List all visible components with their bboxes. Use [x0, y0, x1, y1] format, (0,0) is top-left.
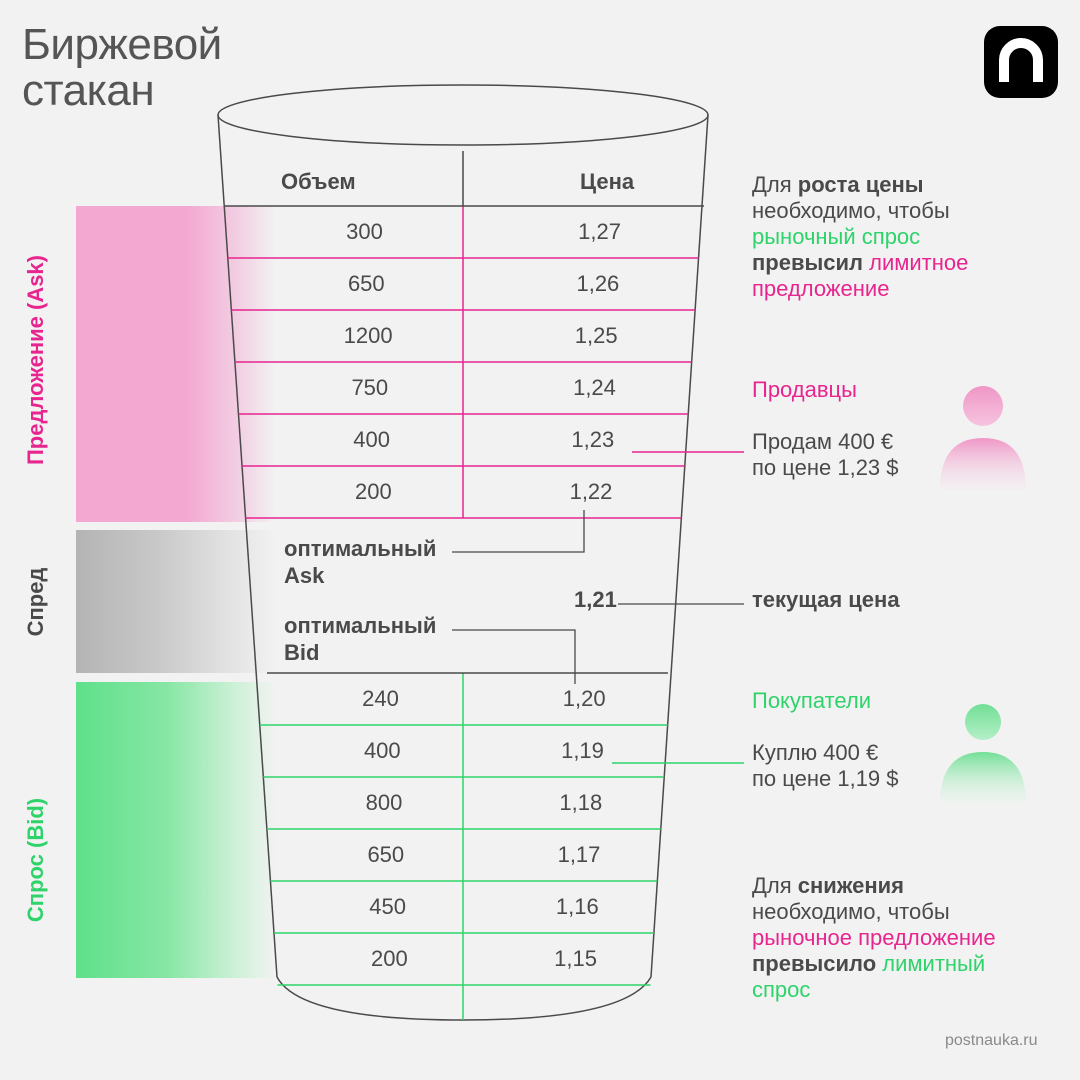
bid-price-cell: 1,17: [557, 842, 601, 867]
bid-volume-cell: 650: [367, 842, 405, 867]
price-rise-note: Для роста цены необходимо, чтобы рыночны…: [752, 172, 968, 302]
note-emphasis: превысил: [752, 250, 864, 275]
ask-price-cell: 1,23: [571, 427, 615, 452]
ask-volume-cell: 300: [346, 219, 383, 244]
buy-order-line-1: Куплю 400 €: [752, 740, 879, 765]
volume-header: Объем: [281, 169, 356, 194]
optimal-bid-label-line-1: оптимальный: [284, 613, 437, 638]
sell-order-line-2: по цене 1,23 $: [752, 455, 899, 480]
ask-price-cell: 1,25: [574, 323, 618, 348]
note-emphasis: роста цены: [797, 172, 924, 197]
postnauka-logo-icon: [984, 26, 1058, 98]
ask-price-cell: 1,24: [573, 375, 616, 400]
sell-order-line-1: Продам 400 €: [752, 429, 894, 454]
limit-demand-text: спрос: [752, 977, 811, 1002]
note-text: необходимо, чтобы: [752, 899, 950, 924]
limit-text: лимитный: [876, 951, 986, 976]
optimal-ask-label: оптимальный Ask: [284, 535, 436, 589]
ask-volume-cell: 400: [353, 427, 390, 452]
note-emphasis: снижения: [797, 873, 905, 898]
note-text: Для: [752, 873, 798, 898]
ask-price-cell: 1,26: [576, 271, 620, 296]
optimal-ask-label-line-1: оптимальный: [284, 536, 437, 561]
bid-band: [76, 682, 276, 978]
bid-volume-cell: 200: [371, 946, 408, 971]
sellers-label: Продавцы: [752, 377, 857, 402]
ask-volume-cell: 1200: [343, 323, 393, 348]
page-title: Биржевой стакан: [22, 22, 222, 114]
optimal-bid-label: оптимальный Bid: [284, 612, 436, 666]
ask-price-cell: 1,27: [578, 219, 621, 244]
bid-volume-cell: 800: [365, 790, 403, 815]
optimal-ask-label-line-2: Ask: [284, 563, 325, 588]
market-supply-text: рыночное предложение: [752, 925, 996, 950]
ask-price-cell: 1,22: [569, 479, 613, 504]
current-price-label: текущая цена: [752, 587, 900, 612]
source-watermark: postnauka.ru: [945, 1032, 1038, 1049]
title-line-2: стакан: [22, 66, 155, 115]
bid-price-cell: 1,16: [555, 894, 599, 919]
spread-band: [76, 530, 276, 673]
sell-order-text: Продам 400 € по цене 1,23 $: [752, 429, 899, 481]
glass-left-wall: [217, 114, 278, 978]
bid-price-cell: 1,20: [562, 686, 606, 711]
note-emphasis: превысило: [752, 951, 877, 976]
optimal-ask-connector: [452, 510, 585, 553]
ask-volume-cell: 200: [355, 479, 392, 504]
buyer-avatar-icon: [940, 704, 1026, 804]
ask-volume-cell: 750: [351, 375, 389, 400]
limit-text: лимитное: [863, 250, 969, 275]
glass-bottom: [276, 976, 652, 1021]
bid-volume-cell: 450: [369, 894, 406, 919]
bid-volume-cell: 400: [363, 738, 401, 763]
bid-price-cell: 1,18: [559, 790, 603, 815]
buy-order-text: Куплю 400 € по цене 1,19 $: [752, 740, 899, 792]
bid-price-cell: 1,19: [561, 738, 604, 763]
market-demand-text: рыночный спрос: [752, 224, 921, 249]
price-header: Цена: [580, 169, 635, 194]
note-text: Для: [752, 172, 798, 197]
ask-volume-cell: 650: [347, 271, 385, 296]
bid-volume-cell: 240: [362, 686, 399, 711]
seller-avatar-icon: [940, 386, 1026, 490]
optimal-bid-label-line-2: Bid: [284, 640, 320, 665]
note-text: необходимо, чтобы: [752, 198, 950, 223]
current-price-value: 1,21: [574, 587, 617, 612]
title-line-1: Биржевой: [22, 20, 222, 69]
optimal-bid-connector: [452, 629, 576, 684]
limit-supply-text: предложение: [752, 276, 890, 301]
buyers-label: Покупатели: [752, 688, 872, 713]
buy-order-line-2: по цене 1,19 $: [752, 766, 899, 791]
glass-rim: [217, 84, 709, 146]
bid-price-cell: 1,15: [554, 946, 597, 971]
price-fall-note: Для снижения необходимо, чтобы рыночное …: [752, 873, 996, 1003]
